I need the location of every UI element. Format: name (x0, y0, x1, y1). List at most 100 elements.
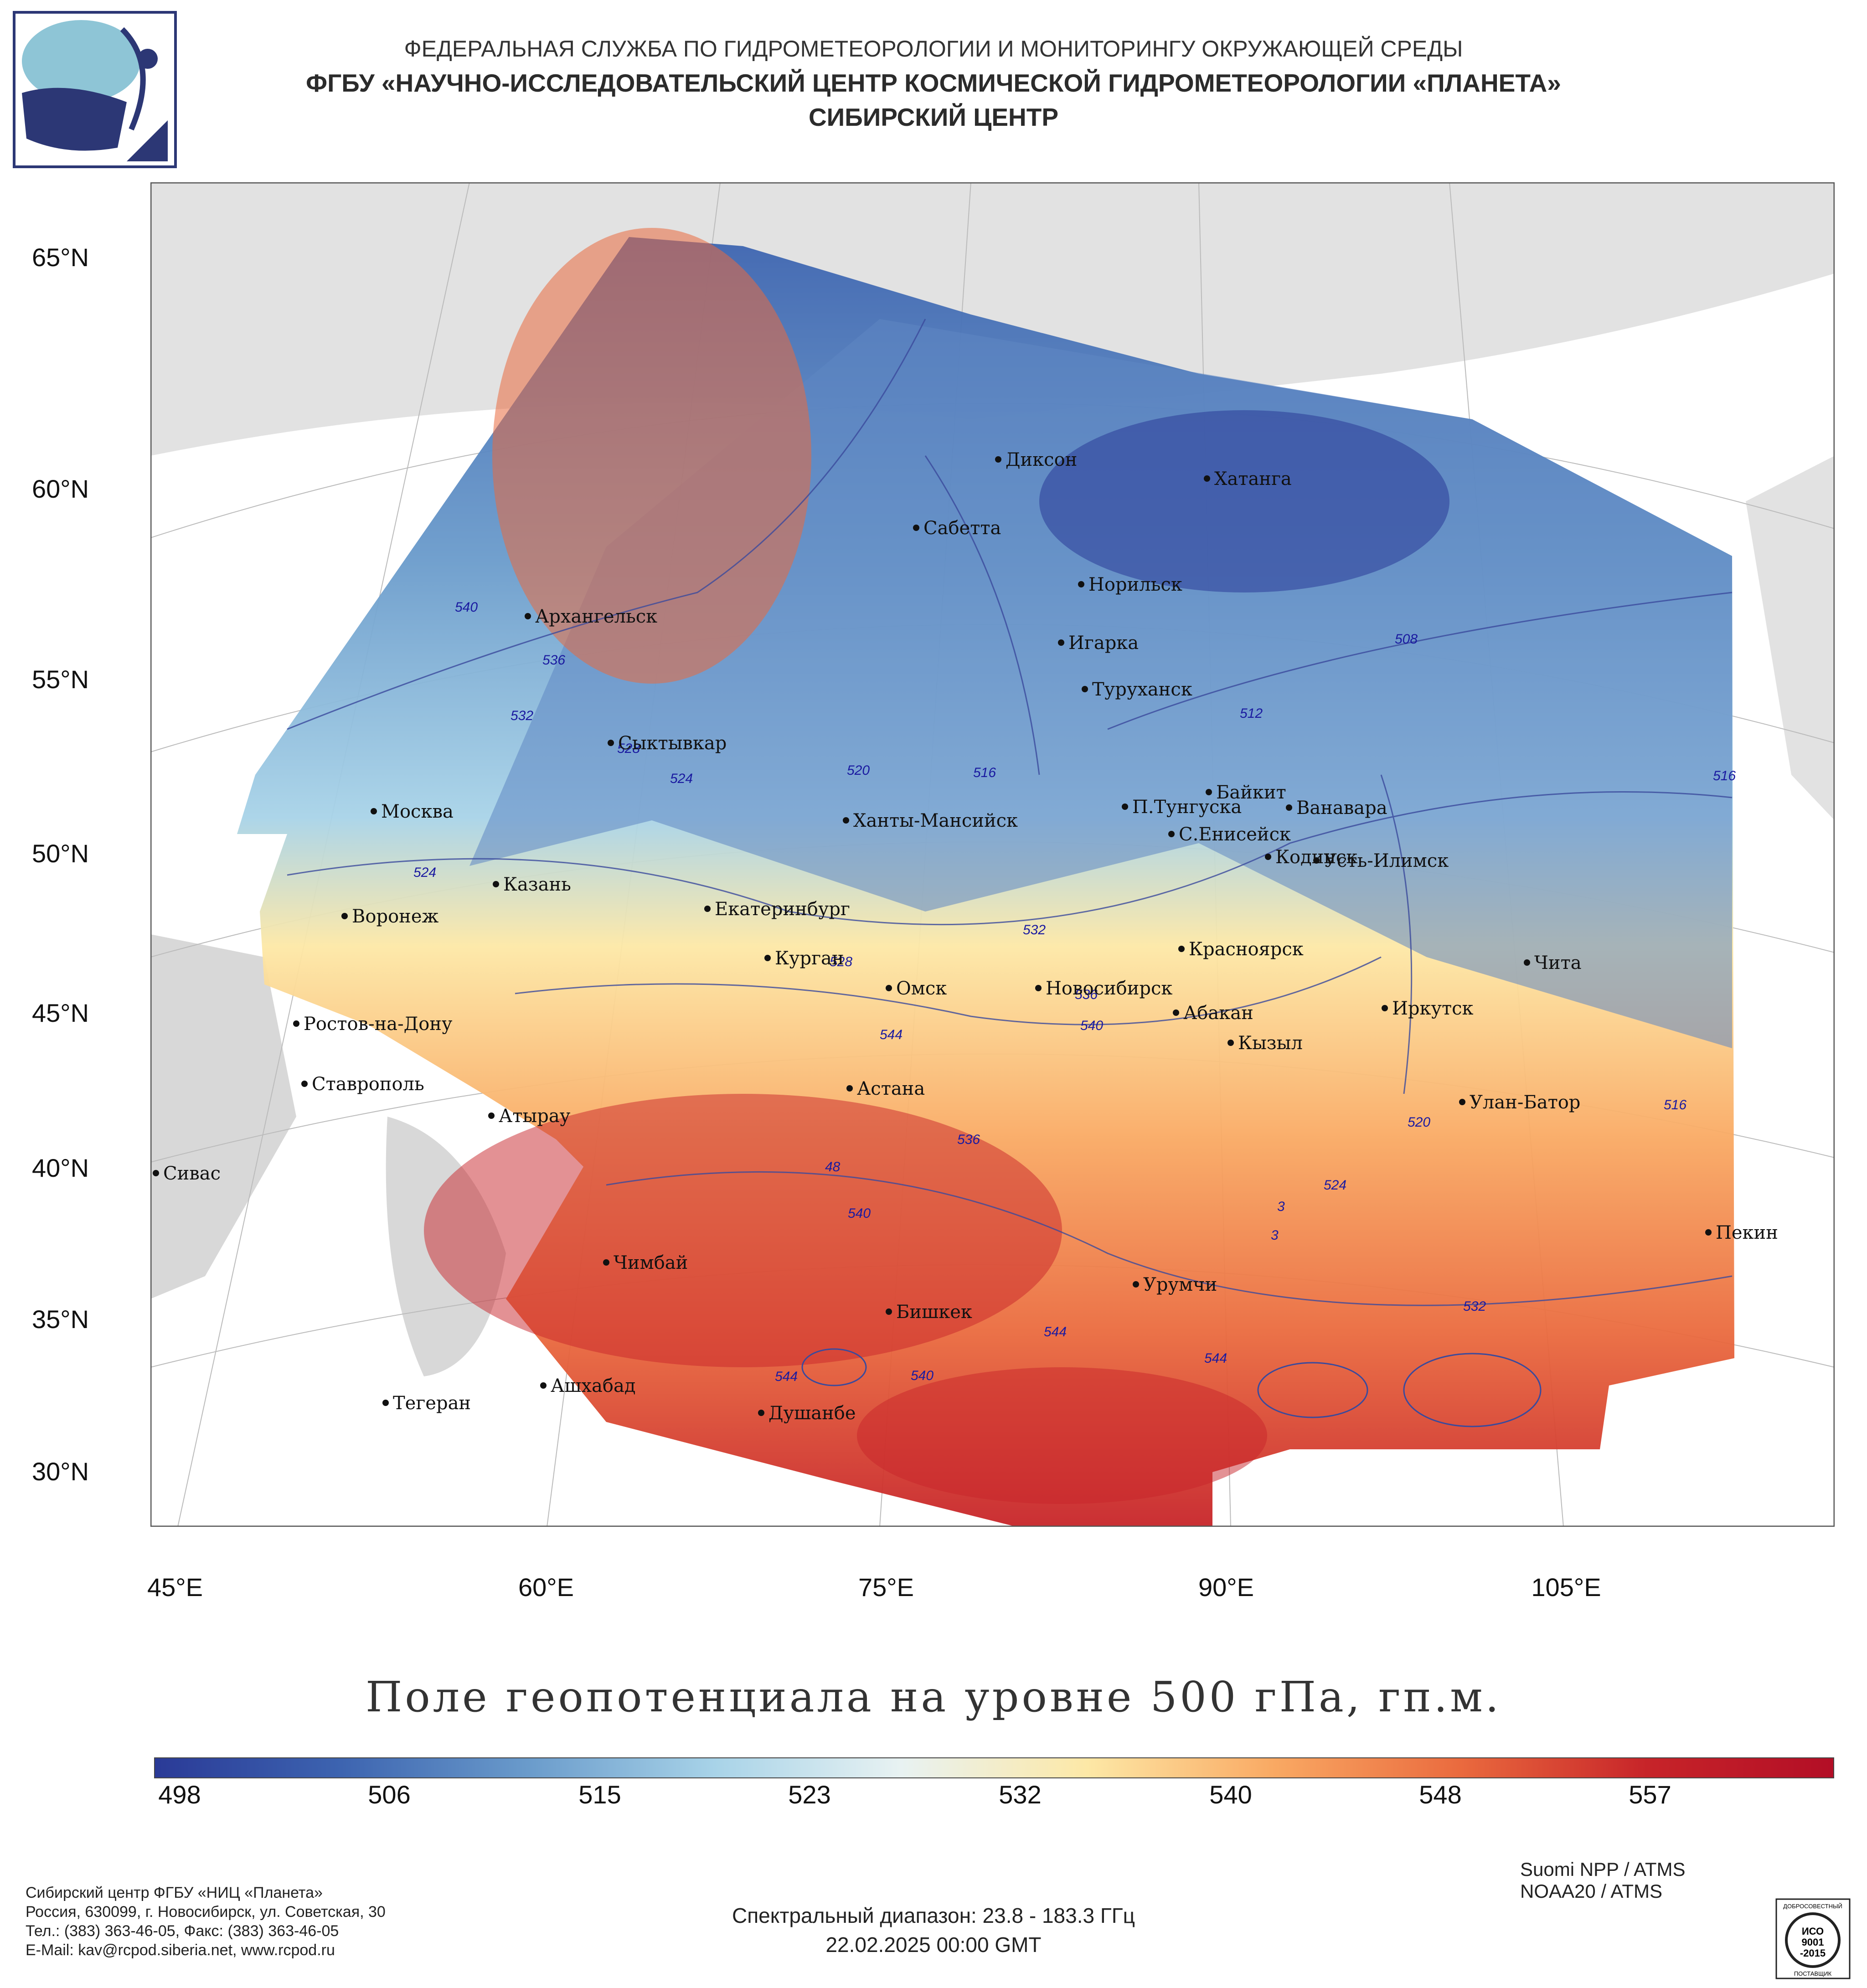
city-marker: Ванавара (1286, 798, 1387, 819)
city-marker: Новосибирск (1035, 978, 1172, 999)
center-short-title: СИБИРСКИЙ ЦЕНТР (808, 103, 1059, 131)
city-label: Атырау (499, 1106, 571, 1127)
contour-label: 544 (880, 1027, 903, 1042)
city-marker: Ставрополь (301, 1074, 424, 1095)
footer-org-line3: Тел.: (383) 363-46-05, Факс: (383) 363-4… (26, 1922, 339, 1940)
city-label: Екатеринбург (715, 899, 850, 920)
city-dot (1705, 1229, 1712, 1236)
city-label: Курган (775, 948, 844, 969)
city-marker: Улан-Батор (1459, 1092, 1580, 1113)
city-label: Туруханск (1092, 679, 1192, 700)
city-marker: Ханты-Мансийск (843, 810, 1018, 831)
city-marker: Астана (846, 1078, 925, 1099)
city-label: Архангельск (535, 606, 657, 627)
contour-label: 524 (1324, 1178, 1346, 1193)
city-marker: Екатеринбург (704, 899, 850, 920)
city-dot (1524, 959, 1530, 966)
city-label: Байкит (1216, 782, 1286, 803)
city-dot (153, 1170, 159, 1176)
contour-label: 536 (1075, 987, 1098, 1002)
city-dot (1313, 857, 1320, 864)
contour-label: 524 (413, 865, 436, 880)
city-marker: Атырау (488, 1106, 571, 1127)
city-label: Душанбе (768, 1403, 856, 1424)
contour-label: 540 (911, 1368, 934, 1383)
city-label: Сыктывкар (618, 733, 727, 754)
contour-label: 544 (1204, 1351, 1227, 1366)
city-marker: Душанбе (758, 1403, 856, 1424)
city-marker: Чита (1524, 953, 1582, 973)
center-full-title: ФГБУ «НАУЧНО-ИССЛЕДОВАТЕЛЬСКИЙ ЦЕНТР КОС… (306, 69, 1561, 97)
city-marker: Кызыл (1227, 1033, 1303, 1054)
city-marker: Пекин (1705, 1222, 1778, 1243)
satellite-2: NOAA20 / ATMS (1520, 1880, 1662, 1902)
contour-label: 540 (848, 1206, 871, 1221)
contour-label: 532 (1023, 922, 1046, 937)
latitude-label: 40°N (32, 1154, 89, 1182)
city-label: Ванавара (1296, 798, 1387, 819)
contour-label: 524 (670, 771, 693, 786)
city-marker: Игарка (1058, 633, 1139, 654)
city-label: Бишкек (896, 1302, 972, 1323)
city-dot (1227, 1040, 1234, 1046)
city-dot (608, 740, 614, 746)
city-dot (1382, 1005, 1388, 1011)
city-dot (371, 808, 377, 814)
city-marker: Кодинск (1265, 847, 1357, 868)
colorbar-tick-label: 523 (788, 1780, 831, 1809)
latitude-label: 65°N (32, 243, 89, 272)
agency-title: ФЕДЕРАЛЬНАЯ СЛУЖБА ПО ГИДРОМЕТЕОРОЛОГИИ … (404, 36, 1463, 62)
latitude-label: 45°N (32, 999, 89, 1027)
iso-badge-top-text: ДОБРОСОВЕСТНЫЙ (1783, 1903, 1842, 1910)
city-marker: Архангельск (525, 606, 657, 627)
city-marker: Ашхабад (540, 1375, 635, 1396)
city-label: Абакан (1183, 1003, 1253, 1024)
city-marker: С.Енисейск (1168, 824, 1291, 845)
iso-line2: 9001 (1802, 1936, 1824, 1948)
city-dot (1459, 1099, 1465, 1105)
city-marker: Казань (493, 874, 571, 895)
city-label: Сабетта (923, 518, 1001, 539)
iso-badge-icon: ДОБРОСОВЕСТНЫЙ ИСО 9001 -2015 ПОСТАВЩИК (1775, 1898, 1851, 1979)
city-label: Красноярск (1189, 939, 1304, 960)
city-dot (341, 913, 348, 919)
city-label: Тегеран (393, 1393, 471, 1414)
observation-date: 22.02.2025 00:00 GMT (825, 1933, 1042, 1957)
colorbar-tick-label: 557 (1629, 1780, 1671, 1809)
latitude-label: 30°N (32, 1457, 89, 1486)
contour-label: 516 (973, 765, 996, 780)
contour-label: 3 (1277, 1199, 1285, 1214)
planeta-logo-icon (13, 11, 177, 168)
contour-label: 48 (825, 1159, 841, 1174)
colorbar-tick-label: 515 (578, 1780, 621, 1809)
footer-org-line1: Сибирский центр ФГБУ «НИЦ «Планета» (26, 1884, 323, 1901)
city-label: Усть-Илимск (1324, 850, 1449, 871)
city-dot (488, 1112, 495, 1119)
contour-label: 3 (1271, 1228, 1279, 1243)
city-marker: Тегеран (382, 1393, 471, 1414)
longitude-label: 90°E (1198, 1573, 1254, 1602)
longitude-label: 45°E (147, 1573, 203, 1602)
city-marker: Туруханск (1082, 679, 1192, 700)
city-label: Диксон (1006, 449, 1077, 470)
city-dot (1178, 946, 1185, 952)
latitude-label: 50°N (32, 839, 89, 868)
city-label: Игарка (1068, 633, 1139, 654)
footer-org-line4: E-Mail: kav@rcpod.siberia.net, www.rcpod… (26, 1942, 335, 1959)
city-marker: Сивас (153, 1163, 221, 1184)
contour-label: 532 (511, 708, 533, 723)
city-dot (846, 1085, 853, 1092)
city-marker: Ростов-на-Дону (293, 1014, 453, 1035)
spectral-range: Спектральный диапазон: 23.8 - 183.3 ГГц (732, 1904, 1135, 1927)
longitude-label: 105°E (1531, 1573, 1601, 1602)
contour-label: 536 (957, 1132, 980, 1147)
city-label: Казань (503, 874, 571, 895)
colorbar-tick-label: 506 (368, 1780, 411, 1809)
contour-label: 528 (617, 741, 640, 756)
city-dot (1078, 581, 1084, 587)
contour-label: 540 (455, 600, 478, 615)
city-label: Чита (1534, 953, 1582, 973)
city-dot (293, 1020, 299, 1027)
city-dot (1173, 1009, 1179, 1016)
city-label: Ханты-Мансийск (853, 810, 1018, 831)
